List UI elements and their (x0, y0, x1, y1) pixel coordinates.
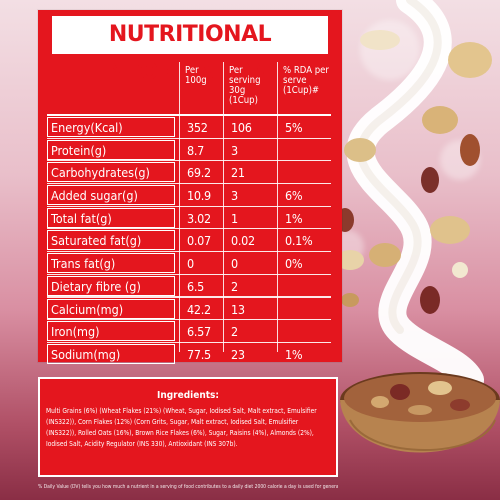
nutrient-name: Carbohydrates(g) (47, 162, 175, 183)
column-divider (223, 62, 225, 352)
nutrition-panel: NUTRITIONAL INFORMATION* Per 100g Per se… (38, 10, 342, 364)
ingredients-panel: Ingredients: Multi Grains (6%) (Wheat Fl… (38, 377, 338, 477)
per100-value: 0.07 (187, 233, 211, 249)
nutrient-name: Energy(Kcal) (47, 117, 175, 137)
background-bokeh (360, 20, 420, 80)
per100-value: 69.2 (187, 165, 211, 181)
rda-value: 0% (285, 256, 303, 272)
header-rda: % RDA per serve (1Cup)# (283, 65, 329, 96)
ingredients-title: Ingredients: (156, 390, 220, 401)
serving-value: 23 (231, 346, 245, 362)
row-divider (47, 273, 331, 275)
per100-value: 77.5 (187, 346, 211, 362)
nutrient-name: Total fat(g) (47, 207, 175, 228)
serving-value: 1 (231, 210, 238, 226)
table-row: Protein(g) 8.7 3 (47, 139, 337, 162)
per100-value: 10.9 (187, 188, 211, 204)
row-divider (47, 205, 331, 207)
table-row: Energy(Kcal) 352 106 5% (47, 116, 337, 139)
row-divider (47, 250, 331, 253)
daily-value-footnote: % Daily Value (DV) tells you how much a … (38, 484, 338, 490)
serving-value: 3 (231, 142, 238, 158)
per100-value: 6.57 (187, 324, 211, 340)
per100-value: 3.02 (187, 210, 211, 226)
header-per100: Per 100g (185, 65, 207, 86)
serving-value: 0.02 (231, 233, 255, 249)
rda-value: 1% (285, 210, 303, 226)
table-body: Energy(Kcal) 352 106 5% Protein(g) 8.7 3… (47, 116, 337, 366)
row-divider (47, 137, 331, 139)
granola-clusters (336, 30, 492, 314)
nutrient-name: Saturated fat(g) (47, 230, 175, 251)
row-divider (47, 319, 331, 321)
nutrient-name: Trans fat(g) (47, 253, 175, 274)
per100-value: 8.7 (187, 142, 204, 158)
per100-value: 6.5 (187, 278, 204, 294)
row-divider (47, 341, 331, 343)
header-divider (47, 114, 331, 116)
table-row: Sodium(mg) 77.5 23 1% (47, 343, 337, 366)
nutrient-name: Calcium(mg) (47, 298, 175, 319)
serving-value: 3 (231, 188, 238, 204)
panel-title: NUTRITIONAL INFORMATION* (52, 16, 328, 85)
nutrient-name: Added sugar(g) (47, 185, 175, 206)
rda-value: 5% (285, 120, 303, 135)
column-divider (179, 62, 181, 352)
nutrient-name: Iron(mg) (47, 321, 175, 342)
table-row: Trans fat(g) 0 0 0% (47, 252, 337, 275)
per100-value: 0 (187, 256, 194, 272)
nutrient-name: Dietary fibre (g) (47, 275, 175, 296)
serving-value: 21 (231, 165, 245, 181)
rda-value: 0.1% (285, 233, 313, 249)
row-divider (47, 160, 331, 162)
serving-value: 2 (231, 324, 238, 340)
serving-value: 2 (231, 278, 238, 294)
table-row: Total fat(g) 3.02 1 1% (47, 207, 337, 230)
nutrient-name: Protein(g) (47, 139, 175, 160)
rda-value: 1% (285, 346, 303, 362)
ingredients-text: Multi Grains (6%) (Wheat Flakes (21%) (W… (46, 407, 317, 448)
nutrition-table: Per 100g Per serving 30g (1Cup) % RDA pe… (47, 62, 337, 366)
table-row: Dietary fibre (g) 6.5 2 (47, 275, 337, 298)
per100-value: 352 (187, 120, 208, 135)
serving-value: 13 (231, 301, 245, 317)
table-row: Carbohydrates(g) 69.2 21 (47, 161, 337, 185)
wooden-bowl (340, 372, 500, 453)
table-header: Per 100g Per serving 30g (1Cup) % RDA pe… (47, 62, 337, 116)
column-divider (277, 62, 279, 352)
serving-value: 106 (231, 120, 252, 135)
rda-value: 6% (285, 188, 303, 204)
table-row: Iron(mg) 6.57 2 (47, 320, 337, 343)
row-divider (47, 182, 331, 185)
row-divider (47, 228, 331, 230)
table-row: Added sugar(g) 10.9 3 6% (47, 184, 337, 207)
table-row: Calcium(mg) 42.2 13 (47, 298, 337, 321)
serving-value: 0 (231, 256, 238, 272)
table-row: Saturated fat(g) 0.07 0.02 0.1% (47, 229, 337, 253)
header-serving: Per serving 30g (1Cup) (229, 65, 261, 106)
nutrient-name: Sodium(mg) (47, 343, 175, 364)
per100-value: 42.2 (187, 301, 211, 317)
row-divider (47, 296, 331, 298)
